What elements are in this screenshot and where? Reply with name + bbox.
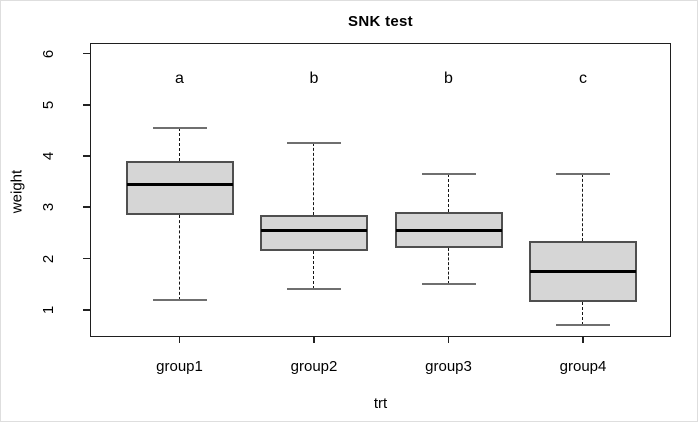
upper-whisker-line <box>582 173 584 241</box>
lower-whisker-cap <box>152 298 207 301</box>
y-axis-tick <box>83 52 90 55</box>
x-category-label-group1: group1 <box>156 358 203 375</box>
significance-letter-group2: b <box>309 70 319 88</box>
y-axis-tick-label: 1 <box>39 305 57 314</box>
y-axis-tick-label: 5 <box>39 100 57 109</box>
x-category-label-group2: group2 <box>290 358 338 375</box>
x-axis-tick <box>313 337 315 343</box>
lower-whisker-line <box>313 250 315 290</box>
y-axis-tick <box>83 309 90 311</box>
upper-whisker-line <box>178 127 180 162</box>
upper-whisker-cap <box>556 172 610 175</box>
significance-letter-group3: b <box>444 70 453 88</box>
upper-whisker-line <box>313 143 315 215</box>
lower-whisker-cap <box>287 288 341 291</box>
median-line-group2 <box>261 228 367 232</box>
y-axis-tick-label: 3 <box>39 203 57 212</box>
x-axis-tick <box>582 337 584 343</box>
upper-whisker-line <box>447 173 449 213</box>
lower-whisker-line <box>582 302 584 326</box>
y-axis-tick-label: 2 <box>39 254 57 263</box>
significance-letter-group1: a <box>175 70 184 88</box>
median-line-group3 <box>395 228 502 232</box>
lower-whisker-cap <box>556 324 610 327</box>
upper-whisker-cap <box>287 142 341 145</box>
y-axis-tick-label: 4 <box>39 151 57 161</box>
x-axis-tick <box>178 337 181 343</box>
x-axis-tick <box>447 337 450 343</box>
y-axis-tick <box>83 103 90 106</box>
x-category-label-group4: group4 <box>559 358 607 375</box>
lower-whisker-line <box>178 214 180 300</box>
y-axis-tick <box>83 155 90 157</box>
y-axis-tick-label: 6 <box>39 49 57 58</box>
x-category-label-group3: group3 <box>425 358 472 375</box>
iqr-box-group1 <box>125 161 234 215</box>
lower-whisker-cap <box>421 283 476 286</box>
median-line-group1 <box>126 182 233 186</box>
lower-whisker-line <box>447 248 449 285</box>
upper-whisker-cap <box>152 126 207 129</box>
upper-whisker-cap <box>421 172 476 175</box>
y-axis-tick <box>83 257 90 260</box>
x-axis-label: trt <box>373 395 388 412</box>
iqr-box-group2 <box>260 214 368 251</box>
y-axis-label: weight <box>8 169 26 214</box>
significance-letter-group4: c <box>579 70 587 88</box>
y-axis-tick <box>83 206 90 209</box>
median-line-group4 <box>530 269 636 273</box>
chart-title: SNK test <box>348 13 413 30</box>
